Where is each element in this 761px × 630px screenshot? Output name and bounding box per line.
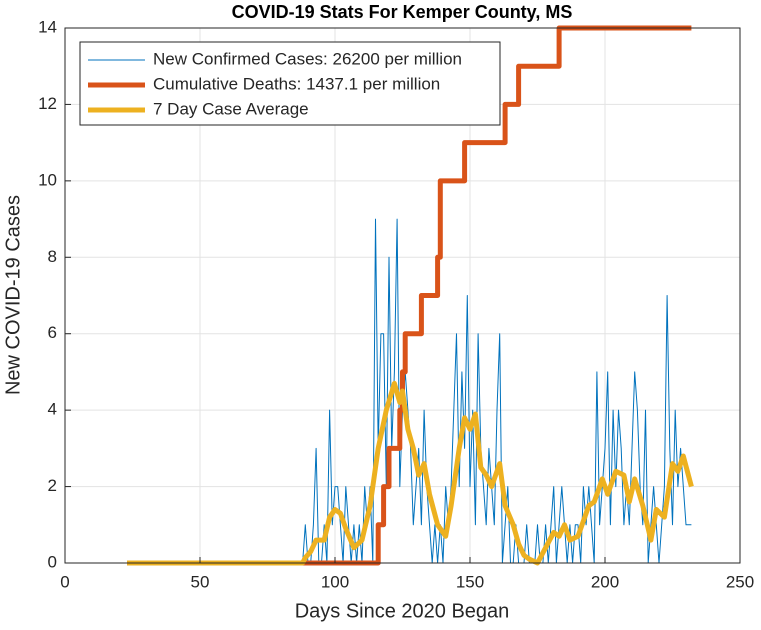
series-line — [127, 380, 694, 566]
x-tick-label: 200 — [591, 572, 619, 591]
y-tick-label: 2 — [48, 476, 57, 495]
ticks: 0 50 100 150 200 250 0 2 4 6 8 10 12 14 — [38, 17, 754, 591]
y-tick-label: 8 — [48, 247, 57, 266]
y-tick-label: 0 — [48, 552, 57, 571]
x-tick-label: 0 — [60, 572, 69, 591]
legend-label: 7 Day Case Average — [153, 99, 309, 118]
x-tick-label: 50 — [191, 572, 210, 591]
series-line — [127, 25, 692, 566]
legend-box — [79, 41, 501, 126]
y-tick-label: 12 — [38, 94, 57, 113]
legend-label: Cumulative Deaths: 1437.1 per million — [153, 74, 440, 93]
lines — [127, 25, 694, 566]
y-tick-label: 4 — [48, 400, 57, 419]
y-tick-label: 14 — [38, 17, 57, 36]
y-tick-label: 6 — [48, 323, 57, 342]
x-tick-label: 250 — [726, 572, 754, 591]
y-axis-label: New COVID-19 Cases — [2, 195, 24, 395]
x-tick-label: 150 — [456, 572, 484, 591]
chart-title: COVID-19 Stats For Kemper County, MS — [232, 2, 573, 22]
x-axis-label: Days Since 2020 Began — [295, 600, 510, 622]
y-tick-label: 10 — [38, 170, 57, 189]
x-tick-label: 100 — [321, 572, 349, 591]
axes-box — [64, 27, 741, 564]
legend-label: New Confirmed Cases: 26200 per million — [153, 49, 462, 68]
legend: New Confirmed Cases: 26200 per million Cu… — [79, 41, 501, 126]
